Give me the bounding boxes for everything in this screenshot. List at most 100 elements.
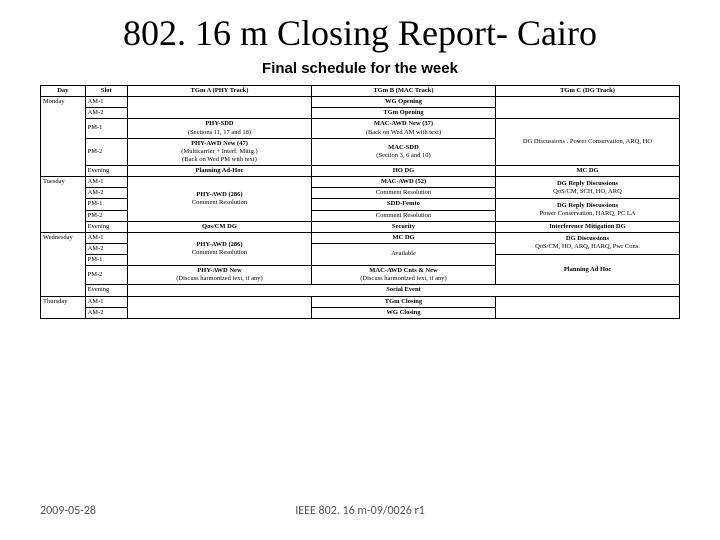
cell: HO DG: [311, 166, 495, 177]
hdr-tgc: TGm C (DG Track): [495, 86, 679, 97]
cell: DG Reply Discussions QoS/CM, SCH, HO, AR…: [495, 177, 679, 199]
slot: AM-1: [85, 296, 127, 307]
cell: Planning Ad Hoc: [495, 255, 679, 285]
hdr-day: Day: [41, 86, 86, 97]
cell: DG Reply Discussions Power Conservation,…: [495, 199, 679, 221]
txt: MAC-AWD Cnts & New: [369, 267, 437, 274]
hdr-slot: Slot: [85, 86, 127, 97]
slot: AM-1: [85, 177, 127, 188]
cell: PHY-SDD (Sections 11, 17 and 18): [127, 119, 311, 138]
page-title: 802. 16 m Closing Report- Cairo: [40, 12, 680, 54]
cell: MAC-AWD New (37) (Back on Wed AM with te…: [311, 119, 495, 138]
txt: PHY-AWD New (47): [191, 140, 248, 147]
slot: AM-2: [85, 243, 127, 254]
txt: PHY-SDD: [205, 120, 233, 127]
cell: MC DG: [495, 166, 679, 177]
cell: [495, 296, 679, 318]
cell: [127, 97, 311, 119]
day-blank: [41, 210, 86, 221]
cell: Security: [311, 221, 495, 232]
txt: QoS/CM, SCH, HO, ARQ: [553, 188, 622, 195]
slot: AM-2: [85, 307, 127, 318]
cell: Social Event: [127, 285, 679, 296]
cell: WG Opening: [311, 97, 495, 108]
cell: MC DG: [311, 232, 495, 243]
txt: (Section 3, 6 and 10): [376, 152, 430, 159]
day-blank: [41, 221, 86, 232]
txt: Power Conservation, HARQ, PC LA: [539, 210, 635, 217]
slot: PM-2: [85, 266, 127, 285]
day-mon: Monday: [41, 97, 86, 108]
footer-doc: IEEE 802. 16 m-09/0026 r1: [0, 504, 720, 518]
cell: TGm Closing: [311, 296, 495, 307]
txt: MAC-AWD New (37): [374, 120, 433, 127]
txt: Comment Resolution: [192, 199, 247, 206]
txt: MAC-SDD: [388, 144, 419, 151]
slot: PM-2: [85, 138, 127, 165]
txt: DG Discussions: [566, 235, 609, 242]
cell: Comment Resolution: [311, 210, 495, 221]
slot: Evening: [85, 221, 127, 232]
day-blank: [41, 138, 86, 165]
cell: PHY-AWD (286) Comment Resolution: [127, 232, 311, 265]
txt: PHY-AWD New: [197, 267, 241, 274]
day-blank: [41, 255, 86, 266]
cell: PHY-AWD New (Discuss harmonized text, if…: [127, 266, 311, 285]
day-blank: [41, 266, 86, 285]
txt: PHY-AWD (286): [196, 191, 242, 198]
slot: PM-1: [85, 199, 127, 210]
day-blank: [41, 119, 86, 138]
txt: (Discuss harmonized text, if any): [360, 275, 446, 282]
txt: Comment Resolution: [192, 249, 247, 256]
cell: SDD-Femto: [311, 199, 495, 210]
txt: (Back on Wed AM with text): [366, 129, 441, 136]
page-subtitle: Final schedule for the week: [40, 60, 680, 77]
txt: DG Reply Discussions: [557, 202, 618, 209]
txt: (Discuss harmonized text, if any): [176, 275, 262, 282]
day-blank: [41, 307, 86, 318]
cell: Qos/CM DG: [127, 221, 311, 232]
schedule-table: Day Slot TGm A (PHY Track) TGm B (MAC Tr…: [40, 85, 680, 319]
cell: DG Discussions . Power Conservation, ARQ…: [495, 119, 679, 166]
cell: MAC-AWD (52): [311, 177, 495, 188]
cell: MAC-AWD Cnts & New (Discuss harmonized t…: [311, 266, 495, 285]
cell: MAC-SDD (Section 3, 6 and 10): [311, 138, 495, 165]
slot: PM-1: [85, 119, 127, 138]
cell: TGm Opening: [311, 108, 495, 119]
slot: Evening: [85, 285, 127, 296]
slot: PM-2: [85, 210, 127, 221]
day-wed: Wednesday: [41, 232, 86, 243]
cell: [127, 296, 311, 318]
day-blank: [41, 243, 86, 254]
cell: WG Closing: [311, 307, 495, 318]
txt: (Back on Wed PM with text): [182, 156, 257, 163]
hdr-tga: TGm A (PHY Track): [127, 86, 311, 97]
slot: Evening: [85, 166, 127, 177]
day-blank: [41, 188, 86, 199]
cell: DG Discussions QoS/CM, HO, ARQ, HARQ, Pw…: [495, 232, 679, 254]
day-thu: Thursday: [41, 296, 86, 307]
txt: (Sections 11, 17 and 18): [188, 129, 251, 136]
txt: QoS/CM, HO, ARQ, HARQ, Pwr Cons.: [535, 243, 640, 250]
slot: AM-2: [85, 108, 127, 119]
day-blank: [41, 199, 86, 210]
txt: DG Reply Discussions: [557, 180, 618, 187]
cell: PHY-AWD (286) Comment Resolution: [127, 177, 311, 222]
hdr-tgb: TGm B (MAC Track): [311, 86, 495, 97]
day-tue: Tuesday: [41, 177, 86, 188]
cell: [495, 97, 679, 119]
txt: PHY-AWD (286): [196, 241, 242, 248]
day-blank: [41, 166, 86, 177]
cell: Planning Ad-Hoc: [127, 166, 311, 177]
cell: PHY-AWD New (47) (Multicarrier + Interf.…: [127, 138, 311, 165]
cell: Available: [311, 243, 495, 265]
slot: PM-1: [85, 255, 127, 266]
txt: (Multicarrier + Interf. Mitig.): [181, 148, 257, 155]
cell: Comment Resolution: [311, 188, 495, 199]
day-blank: [41, 108, 86, 119]
day-blank: [41, 285, 86, 296]
cell: Interference Mitigation DG: [495, 221, 679, 232]
slot: AM-1: [85, 97, 127, 108]
slot: AM-1: [85, 232, 127, 243]
slot: AM-2: [85, 188, 127, 199]
